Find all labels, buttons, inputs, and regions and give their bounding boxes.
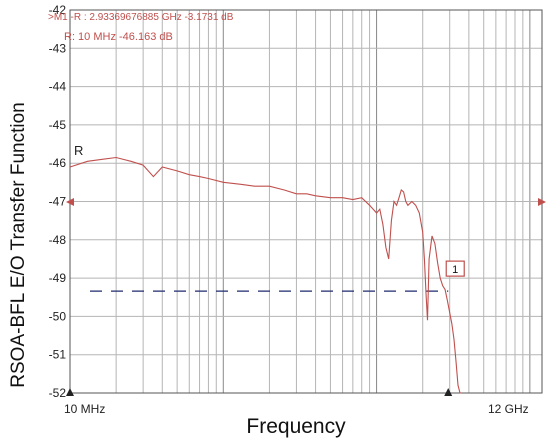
y-tick-label: -49 xyxy=(49,271,67,285)
y-axis-title: RSOA-BFL E/O Transfer Function xyxy=(8,102,29,387)
y-tick-labels: -42 -43 -44 -45 -46 -47 -48 -49 -50 -51 -52 xyxy=(49,3,67,400)
y-tick-label: -51 xyxy=(49,348,67,362)
marker-readout-line2: R: 10 MHz -46.163 dB xyxy=(64,31,173,43)
marker-readout-line1: >M1 -R : 2.93369676885 GHz -3.1731 dB xyxy=(48,12,234,23)
right-reference-arrow xyxy=(538,198,546,206)
trace-group xyxy=(69,156,461,394)
x-start-label: 10 MHz xyxy=(64,402,105,416)
left-reference-arrow xyxy=(66,198,74,206)
y-tick-label: -42 xyxy=(49,3,67,17)
marker-triangle xyxy=(444,388,453,396)
x-axis-title: Frequency xyxy=(246,415,346,438)
start-marker-triangle xyxy=(66,388,74,396)
y-tick-label: -47 xyxy=(49,195,67,209)
marker-box xyxy=(445,260,465,277)
transfer-function-trace xyxy=(69,156,461,394)
y-tick-label: -46 xyxy=(49,156,67,170)
y-tick-label: -43 xyxy=(49,41,67,55)
y-tick-label: -48 xyxy=(49,233,67,247)
y-tick-label: -52 xyxy=(49,386,67,400)
y-tick-label: -50 xyxy=(49,309,67,323)
grid xyxy=(70,10,542,393)
marker-label: 1 xyxy=(452,264,458,276)
reference-label: R xyxy=(74,143,83,158)
x-end-label: 12 GHz xyxy=(488,402,529,416)
y-tick-label: -45 xyxy=(49,118,67,132)
y-tick-label: -44 xyxy=(49,80,67,94)
marker-group: 1 xyxy=(445,260,465,277)
